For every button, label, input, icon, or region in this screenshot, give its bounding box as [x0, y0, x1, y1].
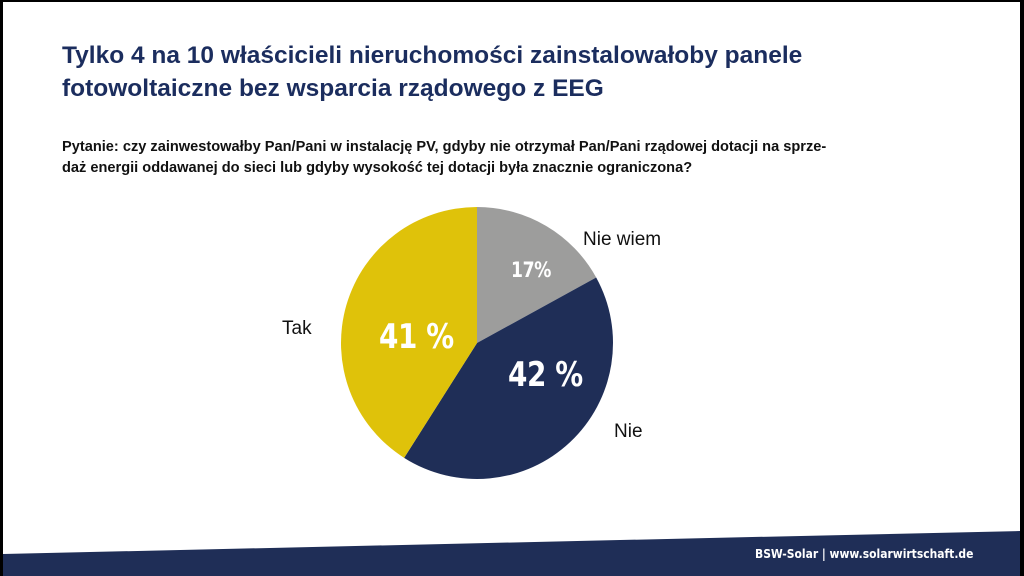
- label-nie-wiem: Nie wiem: [583, 229, 662, 250]
- pie-slice-nie: [404, 277, 614, 480]
- pie-slice-nie-wiem: [477, 207, 597, 343]
- question-line-2: daż energii oddawanej do sieci lub gdyby…: [62, 160, 693, 176]
- label-tak: Tak: [282, 318, 312, 339]
- slide: Tylko 4 na 10 właścicieli nieruchomości …: [3, 2, 1020, 576]
- pie-slices: [341, 207, 614, 480]
- pie-slice-tak: [341, 207, 477, 458]
- pie-chart: [341, 207, 614, 480]
- value-nie: 42 %: [508, 355, 583, 395]
- title-line-1: Tylko 4 na 10 właścicieli nieruchomości …: [62, 42, 803, 69]
- question-line-1: Pytanie: czy zainwestowałby Pan/Pani w i…: [62, 139, 827, 155]
- label-nie: Nie: [614, 421, 643, 442]
- footer-source: BSW-Solar | www.solarwirtschaft.de: [755, 546, 974, 561]
- value-tak: 41 %: [379, 317, 454, 357]
- survey-question: Pytanie: czy zainwestowałby Pan/Pani w i…: [62, 137, 962, 179]
- slide-title: Tylko 4 na 10 właścicieli nieruchomości …: [62, 39, 962, 105]
- value-nie-wiem: 17%: [511, 258, 551, 282]
- footer-band: [3, 531, 1020, 576]
- title-line-2: fotowoltaiczne bez wsparcia rządowego z …: [62, 75, 604, 102]
